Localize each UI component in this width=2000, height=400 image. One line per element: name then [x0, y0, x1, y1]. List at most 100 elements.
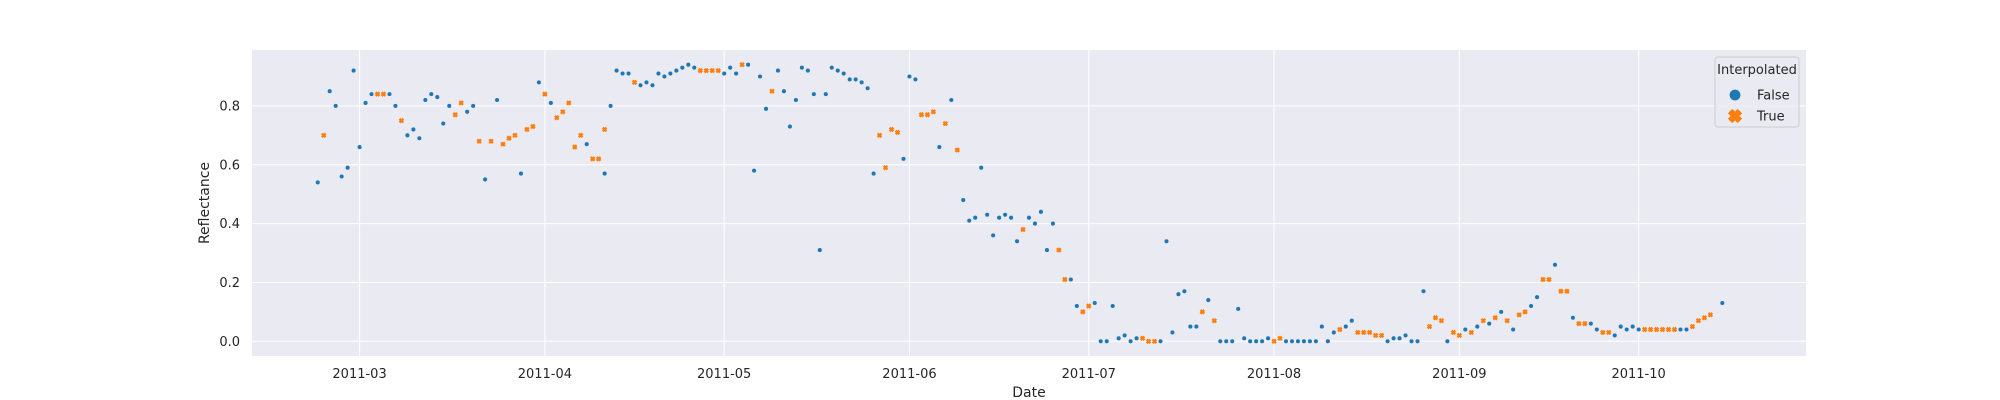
legend-circle-marker — [1729, 89, 1741, 101]
data-point — [602, 171, 607, 176]
data-point — [512, 132, 518, 139]
data-point — [595, 156, 602, 162]
data-point — [728, 65, 733, 70]
data-point — [506, 135, 512, 141]
data-point — [447, 103, 452, 108]
y-tick-label: 0.0 — [219, 335, 240, 350]
data-point — [1397, 336, 1402, 341]
data-point — [1139, 335, 1146, 342]
data-point — [315, 180, 320, 185]
plot-area — [252, 50, 1806, 356]
data-point — [495, 97, 500, 103]
data-point — [1086, 303, 1092, 309]
data-point — [500, 141, 506, 147]
data-point — [1158, 339, 1163, 344]
data-point — [1056, 247, 1062, 253]
data-point — [775, 68, 781, 73]
data-point — [1092, 300, 1097, 306]
data-point — [1659, 326, 1666, 333]
data-point — [1260, 339, 1265, 344]
data-point — [1689, 323, 1696, 330]
data-point — [841, 71, 846, 76]
data-point — [1438, 317, 1445, 324]
data-point — [1480, 317, 1486, 324]
data-point — [1647, 326, 1654, 333]
data-point — [1218, 339, 1223, 344]
data-point — [907, 74, 912, 79]
data-point — [1331, 330, 1336, 335]
data-point — [882, 164, 889, 171]
data-point — [542, 91, 548, 97]
data-point — [746, 62, 751, 67]
data-point — [674, 68, 679, 73]
data-point — [601, 126, 608, 133]
data-point — [1224, 339, 1229, 344]
data-point — [488, 138, 494, 144]
data-point — [954, 147, 960, 153]
data-point — [1450, 329, 1457, 336]
data-point — [1445, 339, 1450, 344]
data-point — [1456, 332, 1463, 339]
data-point — [1188, 324, 1193, 329]
data-point — [339, 174, 344, 179]
data-point — [1612, 333, 1617, 338]
data-point — [847, 77, 852, 82]
x-tick-label: 2011-09 — [1432, 367, 1486, 382]
data-point — [614, 68, 619, 73]
data-point — [1032, 221, 1038, 226]
data-point — [918, 112, 925, 118]
data-point — [1098, 339, 1103, 344]
data-point — [321, 132, 327, 139]
data-point — [1516, 312, 1522, 318]
data-point — [942, 120, 949, 127]
legend: Interpolated False True — [1714, 56, 1800, 128]
data-point — [631, 79, 638, 86]
data-point — [1182, 289, 1187, 294]
legend-box — [1714, 56, 1800, 128]
data-point — [769, 88, 775, 94]
data-point — [1277, 335, 1283, 342]
data-point — [1701, 315, 1708, 321]
data-point — [805, 68, 810, 73]
data-point — [692, 65, 697, 70]
data-point — [979, 165, 984, 170]
legend-label: True — [1756, 110, 1785, 125]
data-point — [608, 103, 613, 108]
data-point — [471, 103, 476, 108]
data-point — [1307, 339, 1312, 344]
data-point — [1600, 329, 1606, 336]
data-point — [1134, 336, 1139, 341]
data-point — [1678, 327, 1683, 332]
legend-title: Interpolated — [1717, 63, 1797, 78]
data-point — [1254, 339, 1259, 344]
data-point — [686, 62, 691, 67]
data-point — [1570, 315, 1575, 320]
data-point — [1391, 336, 1396, 341]
data-point — [888, 126, 895, 133]
data-point — [1540, 276, 1546, 283]
data-point — [787, 124, 792, 129]
data-point — [572, 144, 578, 150]
data-point — [1624, 327, 1629, 332]
data-point — [1366, 329, 1373, 336]
data-point — [458, 100, 464, 106]
data-point — [1116, 336, 1121, 341]
data-point — [1707, 312, 1714, 318]
data-point — [1588, 321, 1593, 326]
data-point — [1015, 239, 1020, 244]
data-point — [1026, 215, 1032, 220]
data-point — [1271, 338, 1277, 344]
data-point — [1511, 327, 1516, 332]
data-point — [1582, 320, 1588, 327]
data-point — [327, 89, 332, 94]
data-point — [1164, 239, 1169, 244]
x-tick-label: 2011-05 — [697, 367, 751, 382]
data-point — [662, 74, 667, 79]
data-point — [1289, 339, 1295, 344]
x-tick-label: 2011-10 — [1611, 367, 1665, 382]
data-point — [991, 233, 996, 238]
data-point — [578, 132, 584, 139]
data-point — [1128, 339, 1133, 344]
data-point — [1325, 339, 1330, 344]
data-point — [452, 112, 458, 118]
